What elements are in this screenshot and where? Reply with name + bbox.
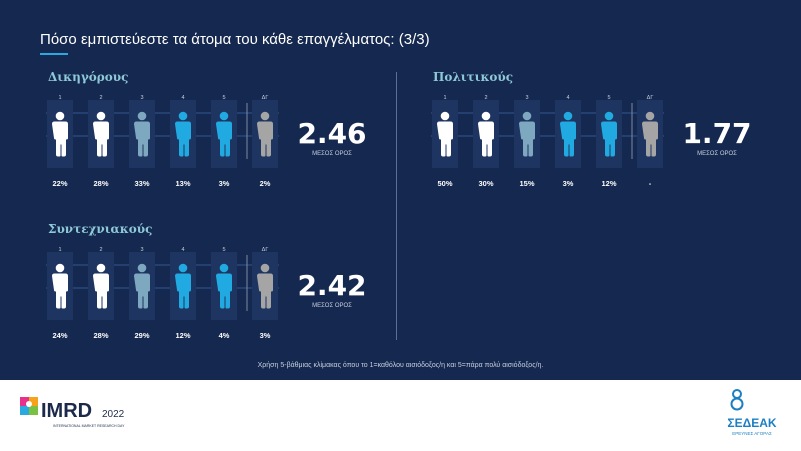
title-underline [40, 53, 68, 55]
imrd-logo: IMRD 2022 INTERNATIONAL MARKET RESEARCH … [20, 397, 125, 428]
section-title-unionists: Συντεχνιακούς [48, 222, 153, 236]
tick-label: 4 [181, 95, 184, 101]
person-icon [437, 111, 453, 157]
mean-value: 2.46 [297, 117, 366, 150]
tick-label: ΔΓ [262, 247, 269, 253]
tick-label: 5 [222, 247, 225, 253]
footnote: Χρήση 5-βάθμιας κλίμακας όπου το 1=καθόλ… [257, 362, 544, 369]
person-icon [175, 111, 191, 157]
mean-label: ΜΕΣΟΣ ΟΡΟΣ [312, 151, 352, 157]
tick-label: 1 [58, 247, 61, 253]
person-icon [134, 111, 150, 157]
tick-label: 5 [607, 95, 610, 101]
tick-label: 3 [525, 95, 528, 101]
vertical-divider [396, 72, 397, 340]
imrd-year: 2022 [102, 409, 125, 420]
person-icon [478, 111, 494, 157]
data-label: 3% [219, 179, 230, 188]
tick-label: 3 [140, 95, 143, 101]
page-title: Πόσο εμπιστεύεστε τα άτομα του κάθε επαγ… [40, 31, 430, 48]
person-icon [216, 111, 232, 157]
person-icon [257, 111, 273, 157]
person-icon [52, 263, 68, 309]
tick-label: 2 [99, 95, 102, 101]
data-label: 24% [52, 331, 67, 340]
data-label: 4% [219, 331, 230, 340]
mean-value: 1.77 [682, 117, 751, 150]
data-label: 12% [175, 331, 190, 340]
data-label: 29% [134, 331, 149, 340]
person-icon [519, 111, 535, 157]
mean-label: ΜΕΣΟΣ ΟΡΟΣ [697, 151, 737, 157]
tick-label: 2 [484, 95, 487, 101]
tick-label: 5 [222, 95, 225, 101]
data-label: 28% [93, 179, 108, 188]
section-title-lawyers: Δικηγόρους [48, 70, 129, 84]
section-title-politicians: Πολιτικούς [433, 70, 514, 84]
data-label: 30% [478, 179, 493, 188]
footer: IMRD 2022 INTERNATIONAL MARKET RESEARCH … [0, 380, 801, 451]
tick-label: 3 [140, 247, 143, 253]
person-icon [93, 111, 109, 157]
data-label: 2% [260, 179, 271, 188]
data-label: 28% [93, 331, 108, 340]
tick-label: 1 [443, 95, 446, 101]
person-icon [642, 111, 658, 157]
person-icon [560, 111, 576, 157]
tick-label: 2 [99, 247, 102, 253]
person-icon [601, 111, 617, 157]
person-icon [134, 263, 150, 309]
data-label: 13% [175, 179, 190, 188]
person-icon [216, 263, 232, 309]
tick-label: 4 [566, 95, 569, 101]
tick-label: 4 [181, 247, 184, 253]
imrd-subtitle: INTERNATIONAL MARKET RESEARCH DAY [53, 424, 125, 428]
data-label: 15% [519, 179, 534, 188]
data-label: 33% [134, 179, 149, 188]
data-label: 50% [437, 179, 452, 188]
tick-label: ΔΓ [262, 95, 269, 101]
data-label: 22% [52, 179, 67, 188]
sedeak-logo: ΣΕΔΕΑΚ ΕΡΕΥΝΕΣ ΑΓΟΡΑΣ [727, 389, 777, 436]
person-icon [257, 263, 273, 309]
mean-value: 2.42 [297, 269, 366, 302]
person-icon [93, 263, 109, 309]
data-label: 3% [563, 179, 574, 188]
sedeak-subtitle: ΕΡΕΥΝΕΣ ΑΓΟΡΑΣ [732, 431, 772, 436]
footer-logos: IMRD 2022 INTERNATIONAL MARKET RESEARCH … [20, 389, 777, 436]
tick-label: 1 [58, 95, 61, 101]
sedeak-text: ΣΕΔΕΑΚ [727, 416, 777, 430]
data-label: 12% [601, 179, 616, 188]
tick-label: ΔΓ [647, 95, 654, 101]
data-label: - [649, 179, 652, 188]
mean-label: ΜΕΣΟΣ ΟΡΟΣ [312, 303, 352, 309]
data-label: 3% [260, 331, 271, 340]
person-icon [175, 263, 191, 309]
imrd-text: IMRD [41, 400, 92, 422]
person-icon [52, 111, 68, 157]
